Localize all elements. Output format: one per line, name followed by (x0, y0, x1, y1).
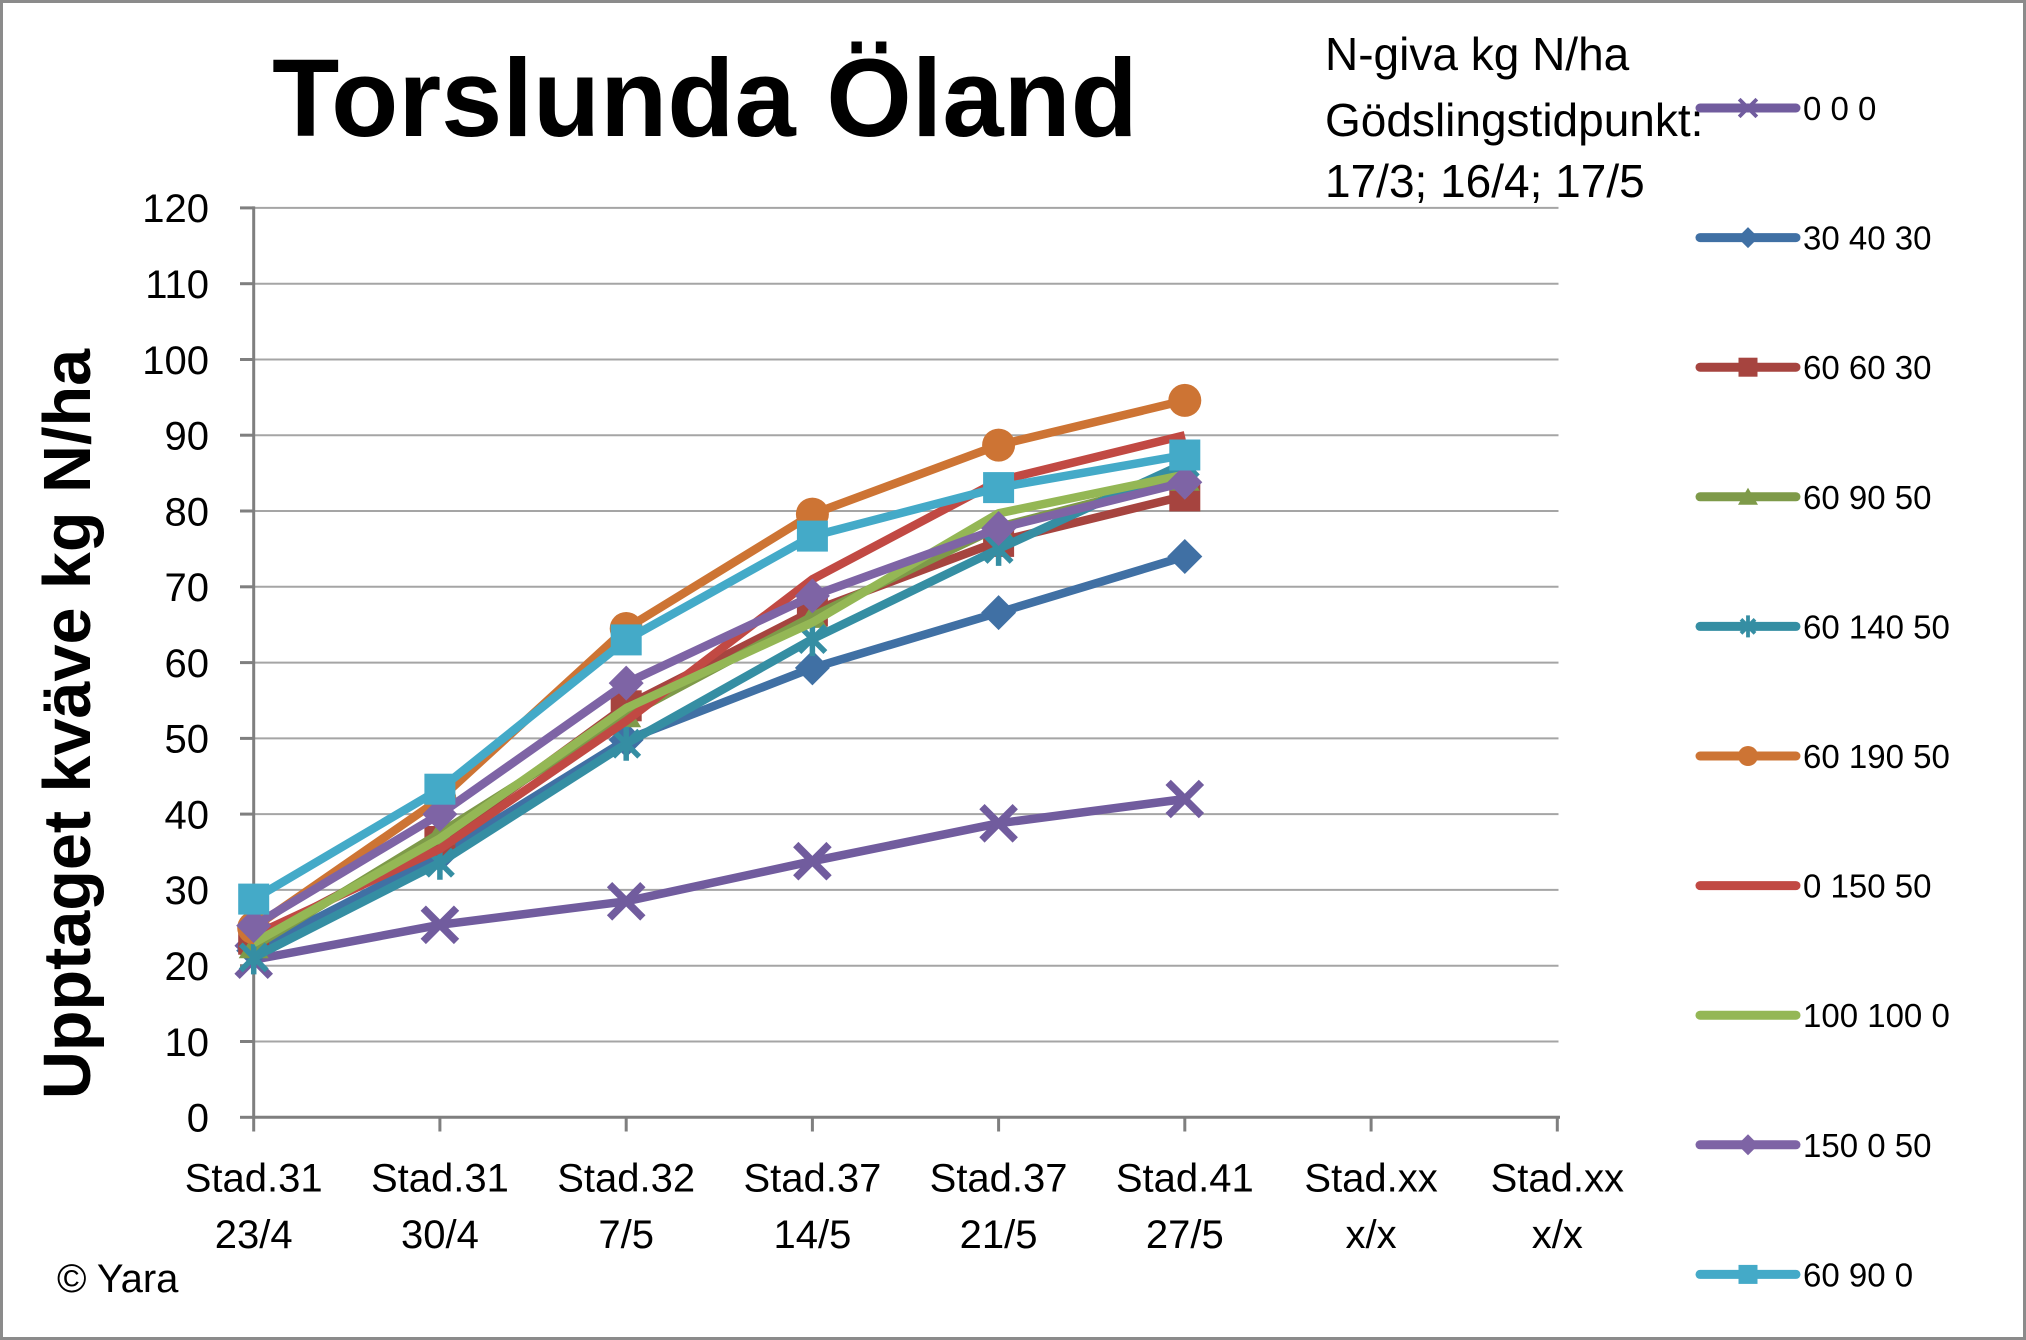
svg-text:Stad.41: Stad.41 (1116, 1157, 1254, 1201)
svg-text:60 90 0: 60 90 0 (1803, 1256, 1913, 1293)
svg-text:Gödslingstidpunkt:: Gödslingstidpunkt: (1325, 94, 1703, 146)
svg-text:0 150 50: 0 150 50 (1803, 868, 1931, 905)
svg-text:120: 120 (142, 187, 209, 231)
svg-text:100 100 0: 100 100 0 (1803, 997, 1950, 1034)
svg-text:Upptaget kväve kg N/ha: Upptaget kväve kg N/ha (31, 348, 105, 1099)
svg-text:30 40 30: 30 40 30 (1803, 220, 1931, 257)
svg-text:Stad.37: Stad.37 (930, 1157, 1068, 1201)
svg-text:14/5: 14/5 (773, 1213, 851, 1257)
svg-text:30: 30 (165, 869, 210, 913)
svg-text:30/4: 30/4 (401, 1213, 479, 1257)
svg-text:Stad.31: Stad.31 (371, 1157, 509, 1201)
svg-text:x/x: x/x (1346, 1213, 1397, 1257)
svg-text:23/4: 23/4 (215, 1213, 293, 1257)
svg-text:90: 90 (165, 415, 210, 459)
svg-text:Stad.37: Stad.37 (743, 1157, 881, 1201)
svg-text:7/5: 7/5 (598, 1213, 654, 1257)
svg-text:N-giva kg N/ha: N-giva kg N/ha (1325, 28, 1630, 80)
svg-text:20: 20 (165, 945, 210, 989)
svg-text:60 190 50: 60 190 50 (1803, 738, 1950, 775)
svg-text:40: 40 (165, 793, 210, 837)
svg-text:100: 100 (142, 339, 209, 383)
svg-text:60 140 50: 60 140 50 (1803, 608, 1950, 645)
svg-text:80: 80 (165, 490, 210, 534)
svg-text:70: 70 (165, 566, 210, 610)
svg-text:110: 110 (145, 263, 209, 307)
svg-text:x/x: x/x (1532, 1213, 1583, 1257)
svg-text:Stad.32: Stad.32 (557, 1157, 695, 1201)
svg-text:60 90 50: 60 90 50 (1803, 479, 1931, 516)
svg-text:Stad.xx: Stad.xx (1491, 1157, 1624, 1201)
svg-text:© Yara: © Yara (57, 1257, 179, 1301)
svg-text:27/5: 27/5 (1146, 1213, 1224, 1257)
svg-text:Torslunda Öland: Torslunda Öland (272, 37, 1138, 160)
svg-text:60: 60 (165, 642, 210, 686)
svg-text:150 0 50: 150 0 50 (1803, 1127, 1931, 1164)
svg-text:17/3; 16/4; 17/5: 17/3; 16/4; 17/5 (1325, 155, 1645, 207)
svg-text:21/5: 21/5 (960, 1213, 1038, 1257)
svg-text:Stad.xx: Stad.xx (1304, 1157, 1437, 1201)
svg-text:10: 10 (165, 1021, 210, 1065)
svg-text:Stad.31: Stad.31 (185, 1157, 323, 1201)
svg-text:50: 50 (165, 718, 210, 762)
svg-text:60 60 30: 60 60 30 (1803, 349, 1931, 386)
svg-text:0 0 0: 0 0 0 (1803, 90, 1876, 127)
svg-text:0: 0 (187, 1097, 209, 1141)
